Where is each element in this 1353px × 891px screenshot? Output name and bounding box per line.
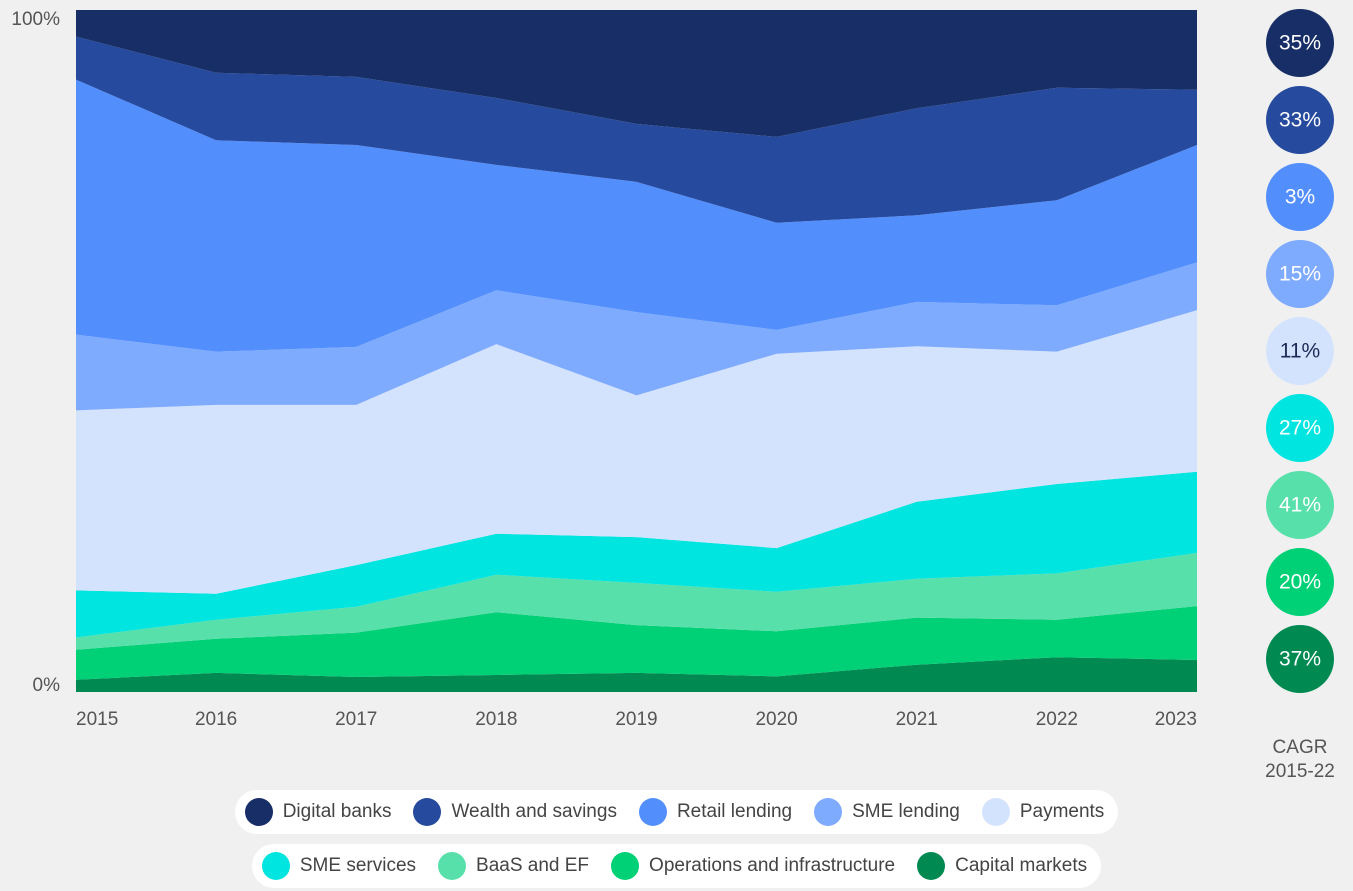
legend-label: Digital banks (282, 801, 392, 822)
area (76, 657, 1197, 692)
area (76, 552, 1197, 650)
cagr-label: 37% (1279, 648, 1321, 671)
legend-item: Digital banks (244, 798, 392, 826)
legend-pill: Digital banks Wealth and savings Retail le… (234, 790, 1119, 834)
legend-pill: SME services BaaS and EF Operations and in… (251, 844, 1102, 888)
legend-swatch (413, 798, 442, 826)
y-tick-label: 100% (11, 9, 60, 30)
area (76, 606, 1197, 680)
x-tick-label: 2021 (896, 709, 938, 730)
cagr-label: 27% (1279, 417, 1321, 440)
area (76, 471, 1197, 638)
legend-label: Capital markets (955, 855, 1088, 876)
cagr-circle (1266, 625, 1334, 693)
legend-label: Wealth and savings (451, 801, 617, 822)
cagr-circle (1266, 163, 1334, 231)
area (76, 36, 1197, 223)
legend-swatch (611, 852, 640, 880)
cagr-label: 20% (1279, 571, 1321, 594)
legend-label: Retail lending (676, 801, 793, 822)
legend-label: Payments (1019, 801, 1105, 822)
area (76, 310, 1197, 594)
cagr-circle (1266, 9, 1334, 77)
x-tick-label: 2015 (76, 709, 118, 730)
legend-label: SME services (299, 855, 417, 876)
legend-item: Wealth and savings (413, 798, 617, 826)
cagr-label: 3% (1285, 186, 1315, 209)
legend-row: Digital banks Wealth and savings Retail le… (0, 790, 1353, 834)
cagr-circle (1266, 86, 1334, 154)
legend-item: SME lending (814, 798, 960, 826)
x-tick-label: 2022 (1036, 709, 1078, 730)
cagr-circle (1266, 240, 1334, 308)
area (76, 10, 1197, 137)
x-tick-label: 2016 (195, 709, 237, 730)
legend-swatch (638, 798, 667, 826)
cagr-label: 33% (1279, 109, 1321, 132)
legend-swatch (438, 852, 467, 880)
cagr-title: 2015-22 (1265, 761, 1335, 782)
legend-item: Retail lending (638, 798, 793, 826)
legend-label: SME lending (852, 801, 960, 822)
legend-label: Operations and infrastructure (649, 855, 896, 876)
cagr-label: 35% (1279, 32, 1321, 55)
legend-swatch (981, 798, 1010, 826)
x-tick-label: 2017 (335, 709, 377, 730)
legend-swatch (814, 798, 843, 826)
legend-item: Payments (981, 798, 1105, 826)
area (76, 262, 1197, 411)
x-tick-label: 2019 (615, 709, 657, 730)
legend-label: BaaS and EF (476, 855, 590, 876)
x-tick-label: 2020 (755, 709, 797, 730)
legend-row: SME services BaaS and EF Operations and in… (0, 844, 1353, 888)
cagr-label: 11% (1280, 340, 1320, 363)
cagr-label: 41% (1279, 494, 1321, 517)
cagr-circle (1266, 394, 1334, 462)
x-tick-label: 2023 (1155, 709, 1197, 730)
legend-item: SME services (261, 852, 417, 880)
legend-item: BaaS and EF (438, 852, 589, 880)
y-tick-label: 0% (33, 675, 61, 696)
cagr-circle (1266, 471, 1334, 539)
area (76, 79, 1197, 352)
cagr-circle (1266, 548, 1334, 616)
legend-swatch (244, 798, 273, 826)
legend-item: Operations and infrastructure (611, 852, 895, 880)
legend-swatch (917, 852, 946, 880)
cagr-circle (1266, 317, 1334, 385)
legend-swatch (261, 852, 290, 880)
cagr-label: 15% (1279, 263, 1321, 286)
x-tick-label: 2018 (475, 709, 517, 730)
cagr-title: CAGR (1273, 737, 1328, 758)
legend-item: Capital markets (917, 852, 1087, 880)
